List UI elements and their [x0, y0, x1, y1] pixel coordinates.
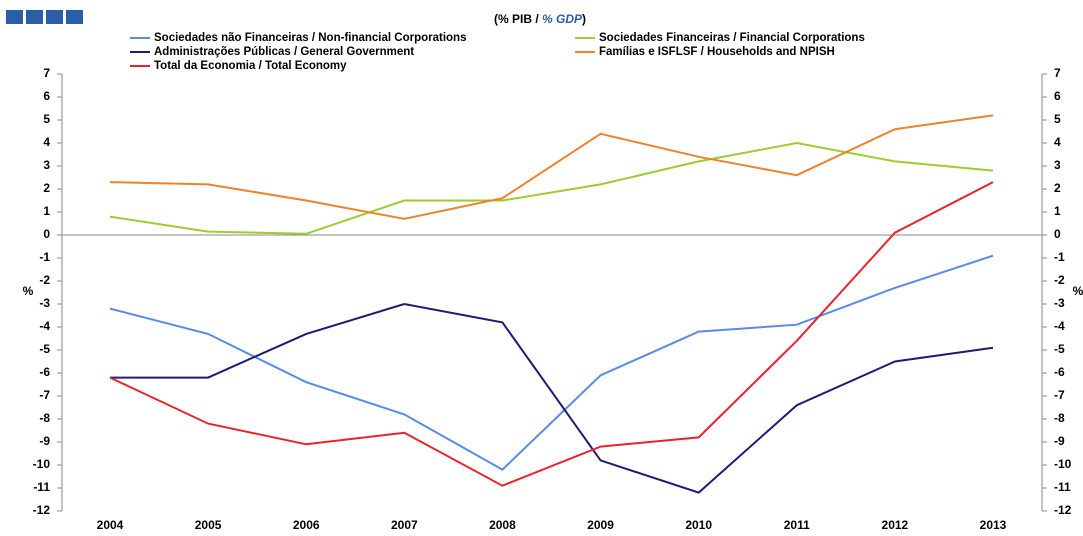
y-tick-label: 4	[43, 135, 50, 149]
y-tick-label: -3	[39, 296, 50, 310]
x-tick-label: 2009	[587, 518, 614, 531]
y2-tick-label: -5	[1054, 342, 1065, 356]
y2-tick-label: -4	[1054, 319, 1065, 333]
x-tick-label: 2006	[293, 518, 320, 531]
y2-axis-label: %	[1073, 284, 1083, 298]
y-tick-label: -2	[39, 273, 50, 287]
y-tick-label: 6	[43, 89, 50, 103]
y-tick-label: -6	[39, 365, 50, 379]
y-tick-label: 5	[43, 112, 50, 126]
series-line	[109, 114, 994, 220]
logo-block	[26, 10, 43, 24]
y-tick-label: -12	[33, 503, 51, 517]
series-line	[109, 141, 994, 235]
y2-tick-label: 0	[1054, 227, 1061, 241]
y2-tick-label: -7	[1054, 388, 1065, 402]
y2-tick-label: -12	[1054, 503, 1072, 517]
title-part: )	[582, 12, 586, 26]
y-tick-label: -8	[39, 411, 50, 425]
title-part: (% PIB /	[494, 12, 542, 26]
y2-tick-label: -10	[1054, 457, 1072, 471]
y2-tick-label: 3	[1054, 158, 1061, 172]
series-line	[109, 181, 994, 487]
y2-tick-label: -1	[1054, 250, 1065, 264]
y-tick-label: -1	[39, 250, 50, 264]
y2-tick-label: 4	[1054, 135, 1061, 149]
y2-tick-label: -8	[1054, 411, 1065, 425]
series-line	[110, 302, 994, 494]
x-tick-label: 2010	[685, 518, 712, 531]
series-line	[109, 254, 994, 471]
x-tick-label: 2004	[97, 518, 124, 531]
y-tick-label: -4	[39, 319, 50, 333]
x-tick-label: 2008	[489, 518, 516, 531]
y-tick-label: 3	[43, 158, 50, 172]
y-tick-label: -5	[39, 342, 50, 356]
y-tick-label: 0	[43, 227, 50, 241]
legend: Sociedades não Financeiras / Non-financi…	[130, 32, 865, 72]
title-part: % GDP	[542, 12, 583, 26]
y-tick-label: -10	[33, 457, 51, 471]
y2-tick-label: -11	[1054, 480, 1071, 494]
x-tick-label: 2013	[980, 518, 1007, 531]
logo-block	[46, 10, 63, 24]
y2-tick-label: -6	[1054, 365, 1065, 379]
y2-tick-label: 1	[1054, 204, 1061, 218]
x-tick-label: 2007	[391, 518, 418, 531]
y2-tick-label: 6	[1054, 89, 1061, 103]
legend-label: Total da Economia / Total Economy	[154, 60, 347, 72]
logo-block	[6, 10, 23, 24]
y2-tick-label: -3	[1054, 296, 1065, 310]
y-axis-label: %	[23, 284, 34, 298]
y2-tick-label: 2	[1054, 181, 1061, 195]
legend-label: Famílias e ISFLSF / Households and NPISH	[599, 46, 835, 58]
x-tick-label: 2005	[195, 518, 222, 531]
legend-label: Administrações Públicas / General Govern…	[154, 46, 414, 58]
y2-tick-label: 5	[1054, 112, 1061, 126]
y-tick-label: 7	[43, 66, 50, 80]
y2-tick-label: -9	[1054, 434, 1065, 448]
y-tick-label: -9	[39, 434, 50, 448]
y-tick-label: -11	[33, 480, 50, 494]
x-tick-label: 2011	[784, 518, 810, 531]
y-tick-label: 1	[43, 204, 50, 218]
x-tick-label: 2012	[882, 518, 909, 531]
legend-label: Sociedades não Financeiras / Non-financi…	[154, 32, 466, 44]
chart-title: (% PIB / % GDP)	[494, 12, 586, 26]
y2-tick-label: 7	[1054, 66, 1061, 80]
legend-label: Sociedades Financeiras / Financial Corpo…	[599, 32, 865, 44]
y-tick-label: -7	[39, 388, 50, 402]
y-tick-label: 2	[43, 181, 50, 195]
y2-tick-label: -2	[1054, 273, 1065, 287]
logo-block	[66, 10, 83, 24]
